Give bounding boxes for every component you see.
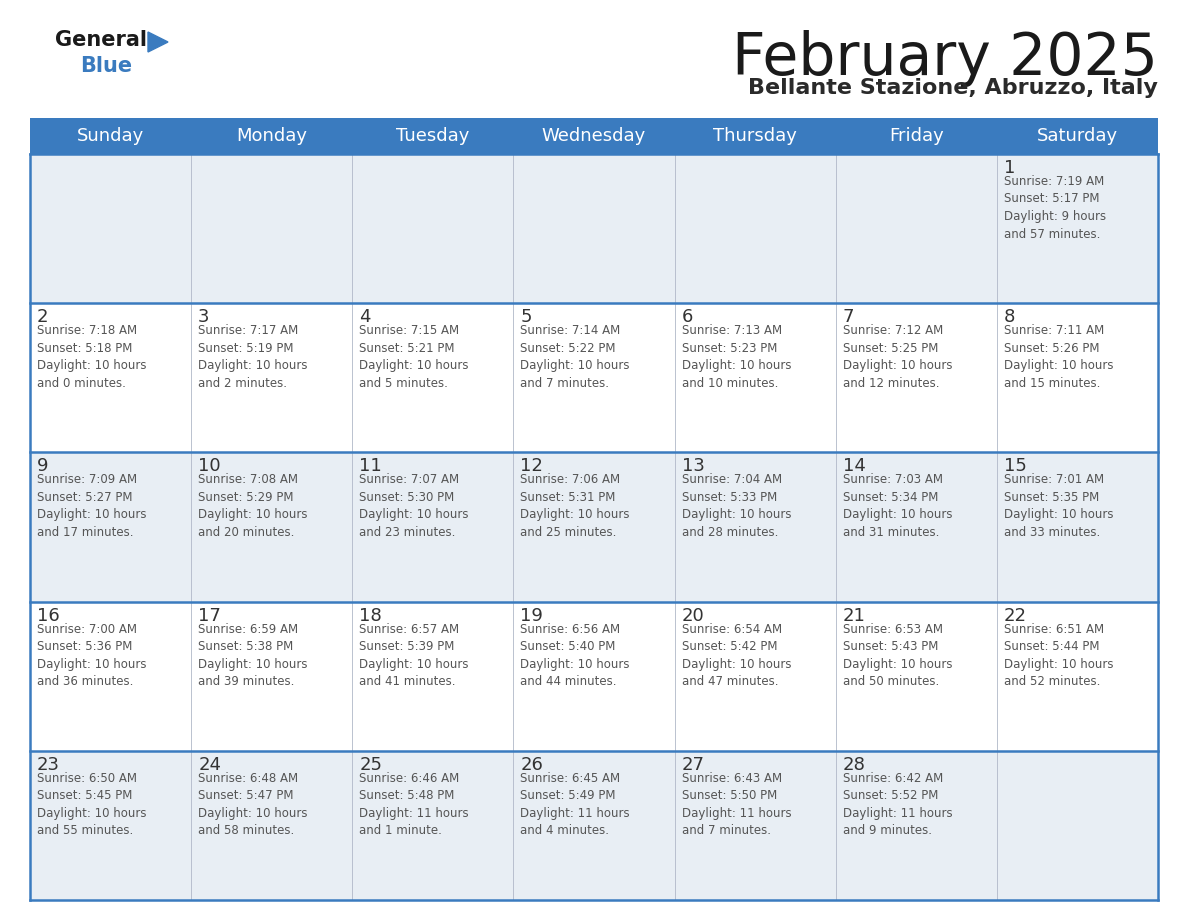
Text: 8: 8	[1004, 308, 1016, 326]
Text: Sunrise: 6:57 AM
Sunset: 5:39 PM
Daylight: 10 hours
and 41 minutes.: Sunrise: 6:57 AM Sunset: 5:39 PM Dayligh…	[359, 622, 469, 688]
Text: 10: 10	[198, 457, 221, 476]
Bar	[30, 303, 1158, 453]
Text: Sunrise: 7:03 AM
Sunset: 5:34 PM
Daylight: 10 hours
and 31 minutes.: Sunrise: 7:03 AM Sunset: 5:34 PM Dayligh…	[842, 474, 953, 539]
Text: Sunrise: 7:14 AM
Sunset: 5:22 PM
Daylight: 10 hours
and 7 minutes.: Sunrise: 7:14 AM Sunset: 5:22 PM Dayligh…	[520, 324, 630, 390]
Text: Bellante Stazione, Abruzzo, Italy: Bellante Stazione, Abruzzo, Italy	[748, 78, 1158, 98]
Text: Sunrise: 6:42 AM
Sunset: 5:52 PM
Daylight: 11 hours
and 9 minutes.: Sunrise: 6:42 AM Sunset: 5:52 PM Dayligh…	[842, 772, 953, 837]
Text: 2: 2	[37, 308, 49, 326]
Text: Monday: Monday	[236, 127, 308, 145]
Bar	[30, 751, 1158, 900]
Text: 5: 5	[520, 308, 532, 326]
Text: Sunrise: 6:56 AM
Sunset: 5:40 PM
Daylight: 10 hours
and 44 minutes.: Sunrise: 6:56 AM Sunset: 5:40 PM Dayligh…	[520, 622, 630, 688]
Text: 20: 20	[682, 607, 704, 624]
Text: Blue: Blue	[80, 56, 132, 76]
Text: 16: 16	[37, 607, 59, 624]
Text: Sunrise: 7:08 AM
Sunset: 5:29 PM
Daylight: 10 hours
and 20 minutes.: Sunrise: 7:08 AM Sunset: 5:29 PM Dayligh…	[198, 474, 308, 539]
Text: 7: 7	[842, 308, 854, 326]
Text: 11: 11	[359, 457, 383, 476]
Text: Sunrise: 7:12 AM
Sunset: 5:25 PM
Daylight: 10 hours
and 12 minutes.: Sunrise: 7:12 AM Sunset: 5:25 PM Dayligh…	[842, 324, 953, 390]
Text: 12: 12	[520, 457, 543, 476]
Text: Sunrise: 6:43 AM
Sunset: 5:50 PM
Daylight: 11 hours
and 7 minutes.: Sunrise: 6:43 AM Sunset: 5:50 PM Dayligh…	[682, 772, 791, 837]
Text: 19: 19	[520, 607, 543, 624]
Polygon shape	[148, 32, 168, 52]
Text: Sunrise: 7:07 AM
Sunset: 5:30 PM
Daylight: 10 hours
and 23 minutes.: Sunrise: 7:07 AM Sunset: 5:30 PM Dayligh…	[359, 474, 469, 539]
Text: Tuesday: Tuesday	[396, 127, 469, 145]
Bar	[30, 154, 1158, 303]
Text: Sunrise: 7:15 AM
Sunset: 5:21 PM
Daylight: 10 hours
and 5 minutes.: Sunrise: 7:15 AM Sunset: 5:21 PM Dayligh…	[359, 324, 469, 390]
Text: Saturday: Saturday	[1037, 127, 1118, 145]
Text: 24: 24	[198, 756, 221, 774]
Text: Sunrise: 6:54 AM
Sunset: 5:42 PM
Daylight: 10 hours
and 47 minutes.: Sunrise: 6:54 AM Sunset: 5:42 PM Dayligh…	[682, 622, 791, 688]
Text: Sunrise: 6:50 AM
Sunset: 5:45 PM
Daylight: 10 hours
and 55 minutes.: Sunrise: 6:50 AM Sunset: 5:45 PM Dayligh…	[37, 772, 146, 837]
Text: Sunrise: 7:09 AM
Sunset: 5:27 PM
Daylight: 10 hours
and 17 minutes.: Sunrise: 7:09 AM Sunset: 5:27 PM Dayligh…	[37, 474, 146, 539]
Text: 6: 6	[682, 308, 693, 326]
Bar	[30, 601, 1158, 751]
Text: 4: 4	[359, 308, 371, 326]
Text: Sunrise: 6:46 AM
Sunset: 5:48 PM
Daylight: 11 hours
and 1 minute.: Sunrise: 6:46 AM Sunset: 5:48 PM Dayligh…	[359, 772, 469, 837]
Text: 3: 3	[198, 308, 209, 326]
Text: 18: 18	[359, 607, 383, 624]
Text: Sunrise: 7:19 AM
Sunset: 5:17 PM
Daylight: 9 hours
and 57 minutes.: Sunrise: 7:19 AM Sunset: 5:17 PM Dayligh…	[1004, 175, 1106, 241]
Text: 15: 15	[1004, 457, 1026, 476]
Text: Sunrise: 6:53 AM
Sunset: 5:43 PM
Daylight: 10 hours
and 50 minutes.: Sunrise: 6:53 AM Sunset: 5:43 PM Dayligh…	[842, 622, 953, 688]
Text: 26: 26	[520, 756, 543, 774]
Text: Sunrise: 7:17 AM
Sunset: 5:19 PM
Daylight: 10 hours
and 2 minutes.: Sunrise: 7:17 AM Sunset: 5:19 PM Dayligh…	[198, 324, 308, 390]
Text: 27: 27	[682, 756, 704, 774]
Text: 25: 25	[359, 756, 383, 774]
Text: Sunday: Sunday	[77, 127, 144, 145]
Text: General: General	[55, 30, 147, 50]
Text: Sunrise: 7:01 AM
Sunset: 5:35 PM
Daylight: 10 hours
and 33 minutes.: Sunrise: 7:01 AM Sunset: 5:35 PM Dayligh…	[1004, 474, 1113, 539]
Text: 1: 1	[1004, 159, 1016, 177]
Bar	[30, 453, 1158, 601]
Text: Wednesday: Wednesday	[542, 127, 646, 145]
Text: Sunrise: 6:51 AM
Sunset: 5:44 PM
Daylight: 10 hours
and 52 minutes.: Sunrise: 6:51 AM Sunset: 5:44 PM Dayligh…	[1004, 622, 1113, 688]
Text: Sunrise: 6:48 AM
Sunset: 5:47 PM
Daylight: 10 hours
and 58 minutes.: Sunrise: 6:48 AM Sunset: 5:47 PM Dayligh…	[198, 772, 308, 837]
Text: 21: 21	[842, 607, 866, 624]
Text: Sunrise: 7:18 AM
Sunset: 5:18 PM
Daylight: 10 hours
and 0 minutes.: Sunrise: 7:18 AM Sunset: 5:18 PM Dayligh…	[37, 324, 146, 390]
Text: Sunrise: 6:45 AM
Sunset: 5:49 PM
Daylight: 11 hours
and 4 minutes.: Sunrise: 6:45 AM Sunset: 5:49 PM Dayligh…	[520, 772, 630, 837]
Text: Sunrise: 7:06 AM
Sunset: 5:31 PM
Daylight: 10 hours
and 25 minutes.: Sunrise: 7:06 AM Sunset: 5:31 PM Dayligh…	[520, 474, 630, 539]
Text: 17: 17	[198, 607, 221, 624]
Text: 22: 22	[1004, 607, 1026, 624]
Text: 9: 9	[37, 457, 49, 476]
Text: Thursday: Thursday	[713, 127, 797, 145]
Text: Sunrise: 6:59 AM
Sunset: 5:38 PM
Daylight: 10 hours
and 39 minutes.: Sunrise: 6:59 AM Sunset: 5:38 PM Dayligh…	[198, 622, 308, 688]
Bar	[30, 118, 1158, 154]
Text: Sunrise: 7:00 AM
Sunset: 5:36 PM
Daylight: 10 hours
and 36 minutes.: Sunrise: 7:00 AM Sunset: 5:36 PM Dayligh…	[37, 622, 146, 688]
Text: Sunrise: 7:11 AM
Sunset: 5:26 PM
Daylight: 10 hours
and 15 minutes.: Sunrise: 7:11 AM Sunset: 5:26 PM Dayligh…	[1004, 324, 1113, 390]
Text: Sunrise: 7:13 AM
Sunset: 5:23 PM
Daylight: 10 hours
and 10 minutes.: Sunrise: 7:13 AM Sunset: 5:23 PM Dayligh…	[682, 324, 791, 390]
Text: February 2025: February 2025	[732, 30, 1158, 87]
Text: 14: 14	[842, 457, 866, 476]
Text: 13: 13	[682, 457, 704, 476]
Text: 23: 23	[37, 756, 61, 774]
Text: 28: 28	[842, 756, 866, 774]
Text: Sunrise: 7:04 AM
Sunset: 5:33 PM
Daylight: 10 hours
and 28 minutes.: Sunrise: 7:04 AM Sunset: 5:33 PM Dayligh…	[682, 474, 791, 539]
Text: Friday: Friday	[889, 127, 943, 145]
